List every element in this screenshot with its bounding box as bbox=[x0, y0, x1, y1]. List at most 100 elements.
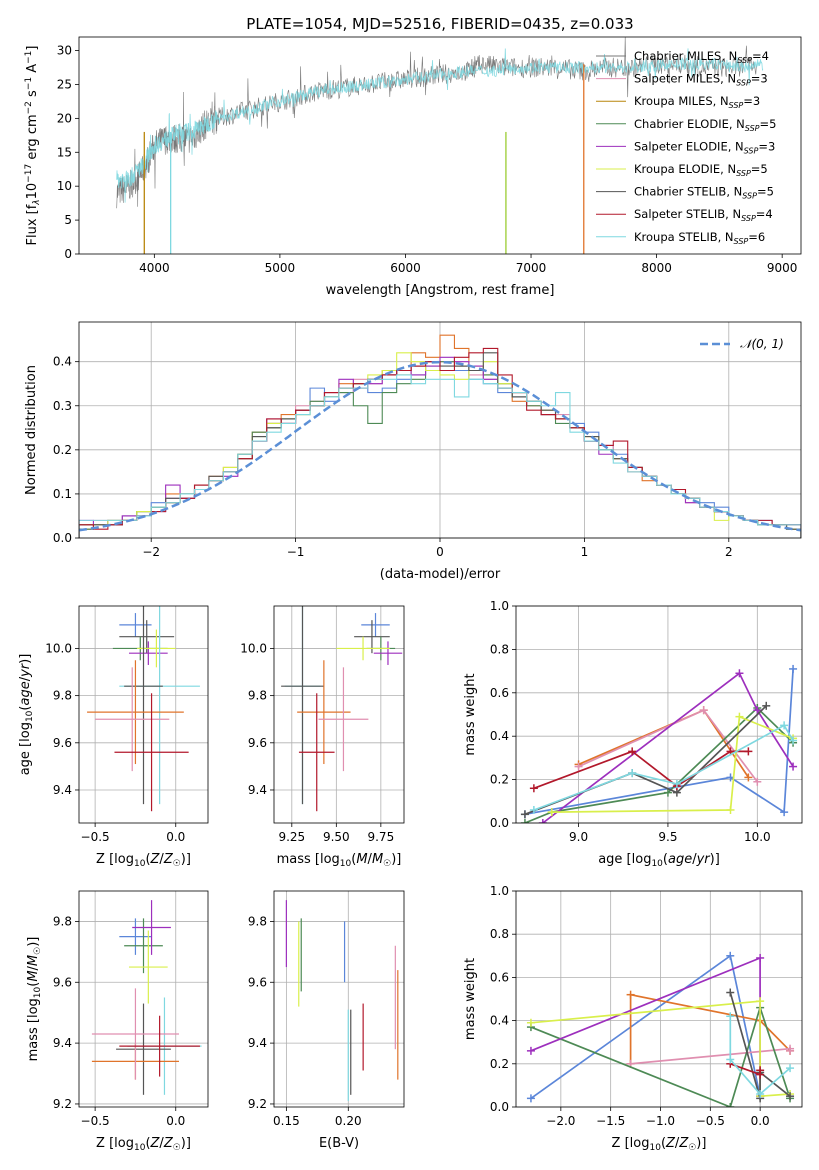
weight-line bbox=[533, 750, 749, 790]
plot-area bbox=[79, 334, 801, 538]
errorbar-point bbox=[124, 606, 163, 805]
y-axis-label: Normed distribution bbox=[24, 365, 39, 495]
legend-label: Salpeter STELIB, NSSP=4 bbox=[634, 207, 773, 223]
x-tick-label: 10.0 bbox=[744, 830, 771, 844]
plus-marker bbox=[526, 1094, 535, 1103]
axes-frame bbox=[273, 890, 405, 1108]
y-tick-label: 9.8 bbox=[248, 914, 267, 928]
x-tick-label: −1.0 bbox=[646, 1114, 675, 1128]
errorbar-point bbox=[119, 1015, 200, 1077]
plus-marker bbox=[753, 706, 762, 715]
legend-label: 𝒩(0, 1) bbox=[740, 337, 784, 351]
errorbar-point bbox=[95, 667, 170, 772]
errorbar-point bbox=[119, 918, 152, 955]
y-tick-label: 9.4 bbox=[53, 1036, 72, 1050]
errorbar-point bbox=[132, 900, 171, 955]
axes-frame bbox=[78, 605, 209, 824]
errorbar-point bbox=[297, 660, 351, 765]
y-tick-label: 9.4 bbox=[53, 783, 72, 797]
errorbar-point bbox=[336, 636, 390, 661]
y-tick-label: 25 bbox=[57, 77, 72, 91]
weight-line bbox=[530, 956, 761, 1097]
plus-marker bbox=[762, 701, 771, 710]
x-tick-label: 5000 bbox=[265, 261, 296, 275]
x-tick-label: 0.20 bbox=[335, 1114, 362, 1128]
x-tick-label: 7000 bbox=[516, 261, 547, 275]
plus-marker bbox=[726, 1012, 735, 1021]
plot-area bbox=[281, 606, 403, 812]
plus-marker bbox=[726, 805, 735, 814]
axes-spectrum: 4000 5000 6000 7000 8000 9000 0 5 10 15 20 25 30 wave… bbox=[24, 36, 802, 298]
axes-residuals: −2 −1 0 1 2 0.0 0.1 0.2 0.3 0.4 𝒩(0, 1) (data-model… bbox=[24, 321, 802, 582]
legend-label: Kroupa ELODIE, NSSP=5 bbox=[634, 162, 768, 178]
y-tick-label: 5 bbox=[64, 213, 72, 227]
y-tick-label: 1.0 bbox=[490, 884, 509, 898]
plus-marker bbox=[520, 819, 529, 823]
plus-marker bbox=[756, 997, 765, 1006]
axes-massweight_vs_age: 9.0 9.5 10.0 0.0 0.2 0.4 0.6 0.8 1.0 mass weight a… bbox=[463, 599, 803, 869]
plus-marker bbox=[526, 1018, 535, 1027]
plus-marker bbox=[726, 951, 735, 960]
y-tick-label: 9.2 bbox=[248, 1097, 267, 1111]
y-tick-label: 0.8 bbox=[490, 642, 509, 656]
plus-marker bbox=[756, 953, 765, 962]
x-tick-label: 4000 bbox=[139, 261, 170, 275]
y-tick-label: 0.4 bbox=[53, 355, 72, 369]
axes-frame bbox=[515, 890, 803, 1108]
y-tick-label: 15 bbox=[57, 145, 72, 159]
x-tick-label: 9.0 bbox=[569, 830, 588, 844]
plot-area bbox=[116, 37, 764, 254]
y-tick-label: 0 bbox=[64, 247, 72, 261]
y-tick-label: 9.6 bbox=[248, 975, 267, 989]
weight-line bbox=[551, 715, 794, 813]
y-tick-label: 0.2 bbox=[53, 443, 72, 457]
errorbar-point bbox=[124, 918, 163, 974]
x-tick-label: 0 bbox=[436, 545, 444, 559]
weight-line bbox=[524, 668, 794, 816]
x-axis-label: age [log10(age/yr)] bbox=[598, 852, 720, 869]
plus-marker bbox=[526, 1046, 535, 1055]
legend-label: Chabrier ELODIE, NSSP=5 bbox=[634, 117, 776, 133]
plot-area bbox=[520, 664, 798, 823]
plus-marker bbox=[663, 788, 672, 797]
axes-frame bbox=[78, 890, 209, 1108]
plus-marker bbox=[756, 1066, 765, 1075]
x-tick-label: −1.5 bbox=[596, 1114, 625, 1128]
errorbar-point bbox=[318, 667, 369, 772]
x-tick-label: −2.0 bbox=[546, 1114, 575, 1128]
errorbar-point bbox=[298, 693, 335, 812]
weight-line bbox=[530, 1004, 791, 1107]
y-tick-label: 9.6 bbox=[53, 736, 72, 750]
weight-line bbox=[530, 1000, 791, 1098]
y-axis-label: mass [log10(M/M☉)] bbox=[26, 937, 43, 1062]
plus-marker bbox=[672, 779, 681, 788]
x-axis-label: Z [log10(Z/Z☉)] bbox=[96, 1136, 191, 1153]
y-axis-label: mass weight bbox=[463, 958, 478, 1040]
y-tick-label: 9.8 bbox=[248, 689, 267, 703]
errorbar-point bbox=[128, 930, 168, 1004]
x-axis-label: Z [log10(Z/Z☉)] bbox=[96, 852, 191, 869]
errorbar-point bbox=[354, 620, 390, 654]
y-tick-label: 10.0 bbox=[45, 641, 72, 655]
x-tick-label: −0.5 bbox=[81, 1114, 110, 1128]
y-tick-label: 0.1 bbox=[53, 487, 72, 501]
x-tick-label: 1 bbox=[581, 545, 589, 559]
x-tick-label: 0.0 bbox=[166, 830, 185, 844]
plus-marker bbox=[699, 706, 708, 715]
y-axis-label: Flux [fλ10−17 erg cm−2 s−1 A−1] bbox=[24, 46, 42, 246]
plus-marker bbox=[735, 669, 744, 678]
axes-frame bbox=[78, 321, 802, 539]
plus-marker bbox=[780, 808, 789, 817]
x-tick-label: 6000 bbox=[390, 261, 421, 275]
plus-marker bbox=[726, 1103, 735, 1107]
x-tick-label: 9.50 bbox=[323, 830, 350, 844]
plus-marker bbox=[780, 721, 789, 730]
y-tick-label: 0.6 bbox=[490, 686, 509, 700]
x-axis-label: (data-model)/error bbox=[380, 567, 501, 582]
plus-marker bbox=[628, 769, 637, 778]
y-tick-label: 10.0 bbox=[240, 641, 267, 655]
y-tick-label: 0.4 bbox=[490, 1014, 509, 1028]
errorbar-point bbox=[137, 629, 176, 668]
x-tick-label: 8000 bbox=[641, 261, 672, 275]
